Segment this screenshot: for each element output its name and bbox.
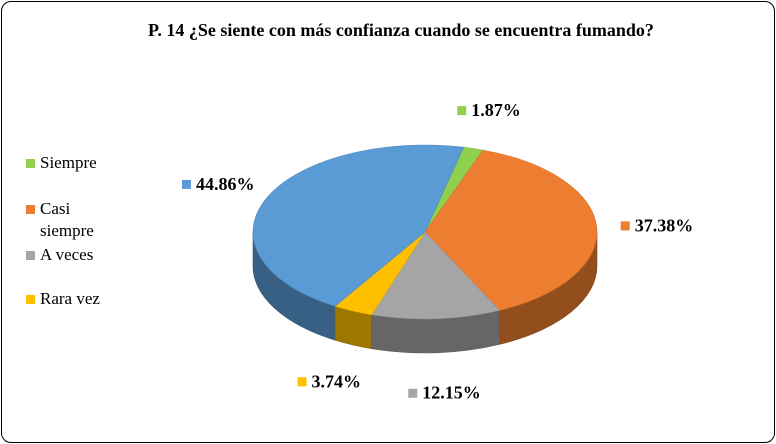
data-label: 44.86%: [181, 174, 255, 194]
data-label-text: 1.87%: [471, 100, 520, 120]
legend-label-siempre: Siempre: [40, 153, 97, 172]
legend-swatch-casi-siempre: [26, 205, 35, 214]
legend-swatch-rara-vez: [26, 295, 35, 304]
data-label-text: 44.86%: [196, 174, 255, 194]
chart-title: P. 14 ¿Se siente con más confianza cuand…: [148, 20, 654, 40]
legend-label-rara-vez: Rara vez: [40, 289, 100, 308]
data-label: 12.15%: [408, 383, 481, 403]
data-label-swatch: [297, 377, 307, 387]
data-label-text: 12.15%: [422, 383, 481, 403]
data-label-swatch: [620, 221, 630, 231]
legend-swatch-siempre: [26, 159, 35, 168]
data-label-swatch: [408, 388, 418, 398]
data-label-text: 3.74%: [311, 371, 361, 391]
legend-label-casi-siempre: Casi siempre: [40, 199, 94, 240]
data-label-swatch: [457, 106, 467, 116]
data-label-swatch: [181, 179, 191, 189]
pie-slice-unlabeled: [252, 144, 465, 307]
data-label: 37.38%: [620, 215, 694, 235]
data-label: 3.74%: [297, 371, 361, 391]
data-label: 1.87%: [457, 100, 521, 120]
pie-slice-a-veces: [371, 231, 501, 320]
data-label-text: 37.38%: [635, 215, 694, 235]
pie-slice-casi-siempre: [424, 149, 598, 311]
legend-swatch-a-veces: [26, 251, 35, 260]
legend-label-a-veces: A veces: [40, 245, 94, 264]
